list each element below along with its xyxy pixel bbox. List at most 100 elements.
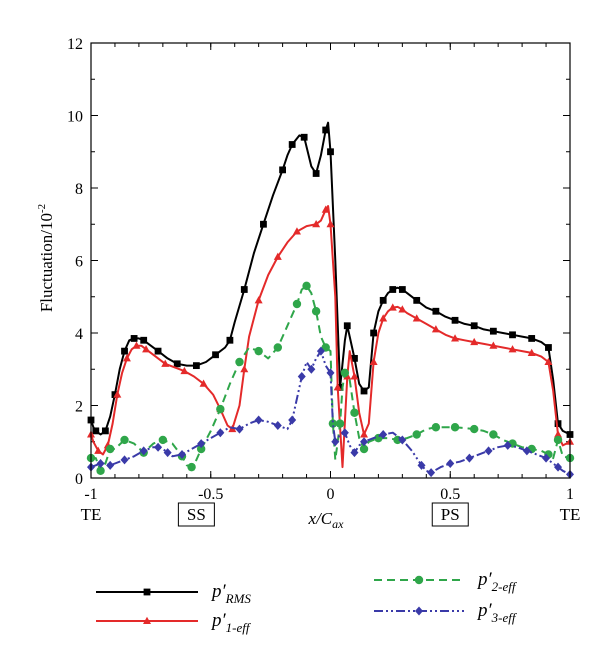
data-point — [554, 430, 563, 438]
data-point — [96, 459, 105, 468]
data-point — [326, 368, 335, 378]
data-point — [158, 435, 168, 445]
legend-marker — [143, 588, 151, 596]
data-point — [503, 440, 512, 450]
data-point — [398, 305, 407, 313]
legend-marker — [415, 606, 423, 616]
data-point — [412, 430, 421, 439]
data-point — [470, 424, 479, 434]
data-point — [94, 446, 103, 454]
data-point — [427, 468, 436, 478]
data-point — [216, 404, 225, 414]
data-point — [130, 335, 138, 342]
data-point — [288, 415, 297, 425]
data-point — [240, 286, 248, 293]
annotation-te: TE — [81, 505, 102, 524]
data-point — [121, 347, 128, 355]
series-1-eff — [87, 205, 574, 469]
data-point — [351, 354, 358, 362]
axis-ticks — [90, 42, 571, 479]
data-point — [350, 448, 359, 458]
data-point — [489, 430, 498, 439]
legend-label: p′2-eff — [476, 569, 518, 594]
y-axis-title-exp: -2 — [36, 204, 48, 213]
legend-label-sub: 1-eff — [226, 620, 252, 635]
y-axis-title-main: Fluctuation/10 — [37, 213, 56, 312]
plot-frame — [90, 42, 571, 479]
data-point — [187, 462, 196, 472]
annotation-ss: SS — [187, 505, 206, 524]
data-point — [312, 170, 320, 177]
data-point — [432, 307, 440, 315]
data-point — [465, 453, 474, 463]
x-axis-title: x/Cax — [308, 509, 345, 531]
data-point — [446, 459, 455, 468]
annotation-ps-box — [431, 502, 469, 527]
data-point — [360, 437, 369, 447]
data-point — [398, 435, 407, 445]
data-point — [331, 437, 340, 447]
data-point — [328, 419, 338, 428]
legend-entry-2-eff: p′2-eff — [374, 569, 518, 594]
data-point — [142, 345, 151, 353]
data-point — [216, 428, 225, 438]
data-point — [132, 341, 141, 349]
tick-labels: 0 2 4 6 8 10 12 -1 -0.5 0 0.5 1 — [67, 36, 574, 503]
x-tick-label: 0 — [327, 486, 335, 503]
data-point — [335, 419, 345, 428]
data-point — [370, 329, 378, 337]
data-point — [417, 460, 426, 470]
series-line-1-eff — [90, 205, 571, 469]
y-tick-label: 0 — [75, 471, 83, 488]
y-tick-label: 8 — [75, 181, 83, 198]
data-point — [101, 427, 109, 435]
data-point — [226, 336, 234, 344]
x-axis-title-sub: ax — [332, 517, 344, 531]
legend-label-sub: RMS — [225, 591, 252, 606]
annotation-ss-box — [177, 502, 215, 527]
data-point — [254, 296, 263, 304]
data-point — [489, 341, 498, 349]
data-point — [528, 335, 536, 342]
data-point — [451, 334, 460, 342]
data-point — [154, 442, 163, 452]
data-point — [509, 331, 516, 339]
x-tick-label: -0.5 — [198, 486, 223, 503]
data-point — [413, 296, 421, 304]
data-point — [431, 325, 440, 333]
plot-area — [86, 121, 575, 479]
data-point — [96, 466, 105, 475]
data-point — [196, 444, 206, 454]
series-line-3-eff — [90, 350, 571, 476]
data-point — [273, 252, 282, 260]
data-point — [254, 415, 263, 425]
data-point — [321, 343, 330, 352]
series-3-eff — [87, 346, 574, 479]
data-point — [350, 408, 359, 417]
y-axis-title: Fluctuation/10-2 — [36, 204, 56, 312]
data-point — [388, 303, 397, 311]
data-point — [106, 460, 115, 470]
data-point — [359, 444, 369, 454]
data-point — [279, 166, 286, 174]
data-point — [336, 383, 344, 391]
data-point — [273, 420, 282, 430]
legend-label-name: p′ — [210, 610, 227, 631]
data-point — [350, 372, 359, 380]
data-point — [111, 391, 119, 399]
data-point — [173, 360, 181, 368]
data-point — [240, 365, 249, 373]
data-point — [489, 327, 497, 335]
data-point — [450, 423, 460, 432]
data-point — [161, 359, 170, 367]
data-point — [470, 337, 479, 346]
data-point — [311, 307, 321, 316]
legend-label-name: p′ — [476, 600, 493, 621]
data-point — [105, 444, 115, 454]
data-point — [553, 435, 563, 445]
data-point — [120, 455, 129, 465]
x-tick-label: -1 — [84, 486, 97, 503]
y-tick-label: 2 — [75, 399, 83, 416]
